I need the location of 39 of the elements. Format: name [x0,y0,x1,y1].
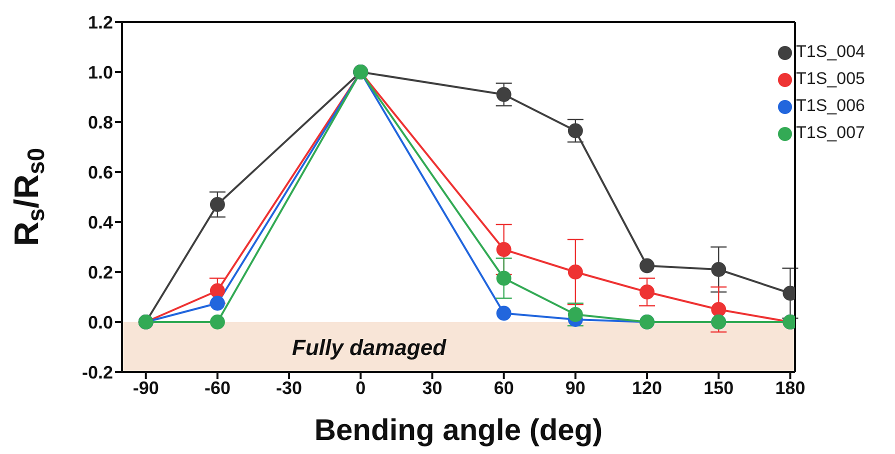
point [568,264,583,280]
x-tick-label: 60 [494,378,514,398]
point [496,87,512,102]
x-tick-label: -90 [132,378,159,398]
x-tick-label: -30 [276,378,302,398]
band-label: Fully damaged [292,334,447,360]
point [568,123,583,138]
legend-label: T1S_005 [796,69,865,88]
x-tick-label: 150 [704,378,734,398]
x-tick-label: 90 [565,378,586,398]
y-tick-label: 1.0 [88,62,113,82]
x-tick-label: 30 [422,378,442,398]
x-axis-title: Bending angle (deg) [314,414,603,447]
point [496,306,512,321]
x-tick-label: 180 [775,378,806,398]
legend-label: T1S_004 [796,42,865,61]
point [640,284,655,300]
point [711,302,726,317]
legend-label: T1S_006 [796,96,865,115]
y-tick-label: -0.2 [82,362,113,382]
y-tick-label: 0.0 [88,312,113,332]
y-tick-label: 1.2 [88,12,113,32]
y-tick-label: 0.8 [88,112,113,132]
point [640,258,655,274]
point [711,262,726,277]
point [210,296,225,311]
point [568,307,583,322]
x-tick-label: 0 [356,378,366,398]
point [496,270,512,286]
point [210,314,225,330]
x-tick-label: -60 [204,378,230,398]
legend-label: T1S_007 [796,123,865,142]
y-tick-label: 0.6 [88,162,113,182]
point [210,283,225,298]
point [210,197,225,212]
point [496,242,512,257]
x-tick-label: 120 [632,378,662,398]
y-tick-label: 0.2 [88,262,113,282]
y-tick-label: 0.4 [88,212,113,232]
